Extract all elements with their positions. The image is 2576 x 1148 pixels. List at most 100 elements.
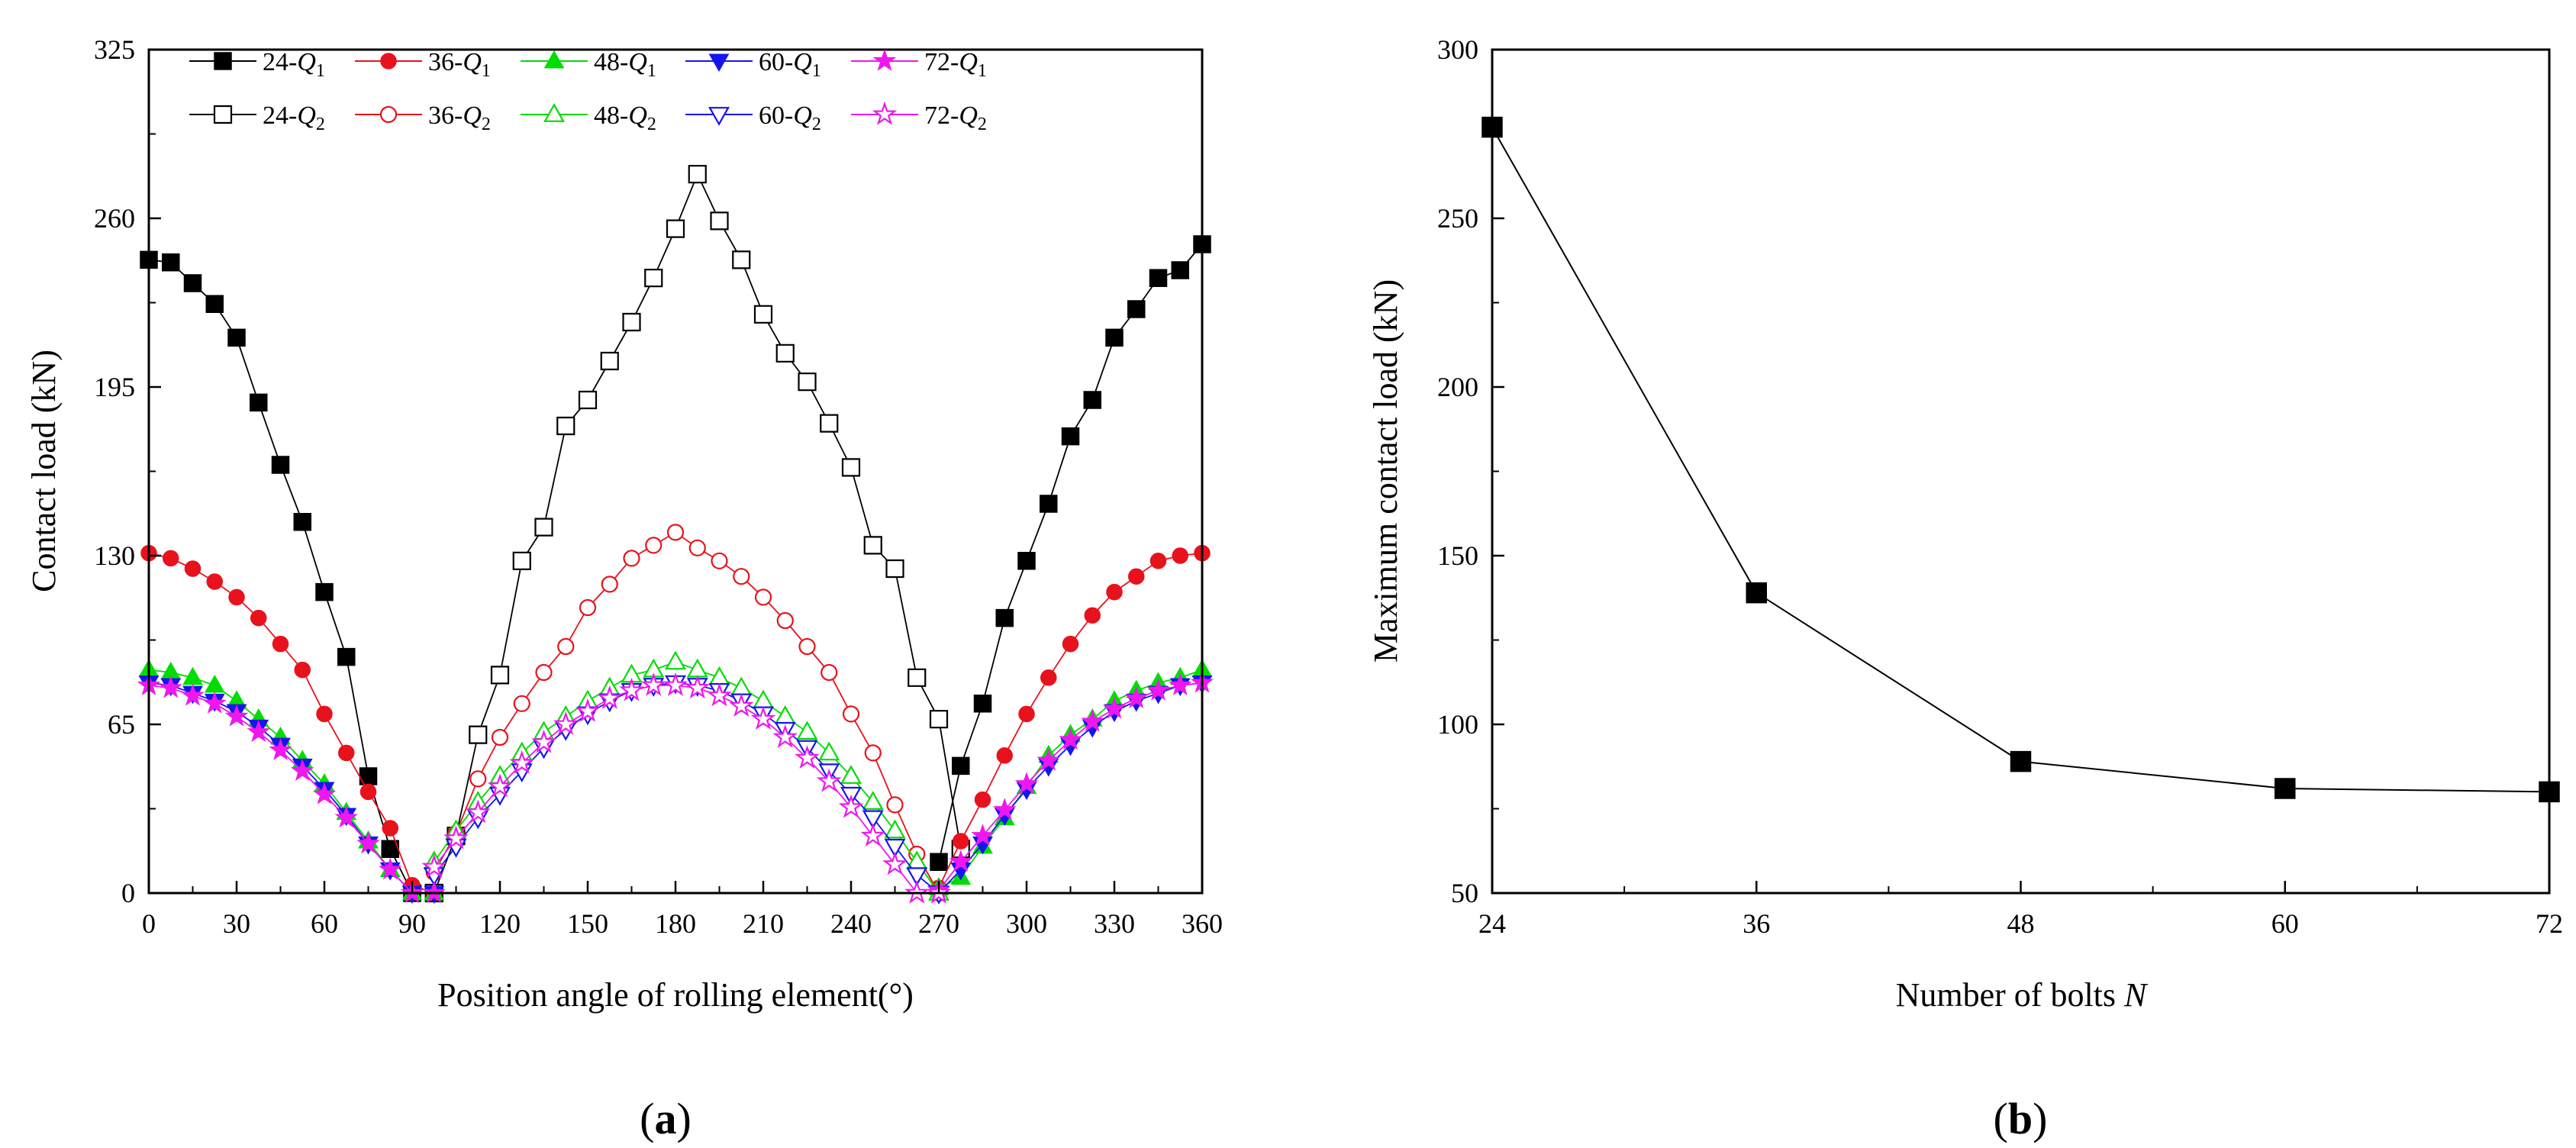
series-48-q2-open: [423, 650, 949, 901]
data-point: [1124, 685, 1149, 708]
data-point: [821, 663, 838, 682]
data-point: [996, 747, 1013, 764]
data-point: [469, 725, 488, 744]
panel-a-y-axis-title: Contact load (kN): [25, 350, 63, 592]
data-point: [269, 737, 292, 760]
data-point: [509, 750, 535, 774]
legend-marker: [380, 53, 397, 69]
data-point: [553, 711, 579, 735]
data-point: [512, 551, 531, 570]
data-point: [1014, 772, 1039, 795]
data-point: [159, 676, 183, 698]
data-point: [995, 608, 1014, 627]
legend-marker: [708, 107, 730, 126]
data-point: [204, 674, 225, 693]
data-point: [862, 791, 884, 810]
panel-b-y-tick-label: 150: [1437, 540, 1478, 571]
data-point: [600, 351, 619, 371]
legend-label: 72-Q1: [924, 48, 987, 81]
panel-b-y-tick-label: 50: [1451, 878, 1478, 908]
data-point: [382, 820, 398, 837]
legend-label: 36-Q2: [428, 102, 491, 134]
panel-a-y-tick-label: 130: [94, 540, 135, 571]
data-point: [1105, 328, 1124, 347]
panel-b-y-tick-label: 200: [1437, 372, 1478, 402]
data-point: [930, 853, 948, 871]
data-point: [710, 211, 729, 231]
data-point: [733, 568, 750, 585]
legend-item: 36-Q2: [355, 102, 491, 134]
data-point: [840, 765, 862, 784]
data-point: [575, 698, 601, 722]
data-point: [775, 343, 795, 363]
panel-a-x-tick-label: 300: [1006, 908, 1047, 939]
legend-marker: [872, 48, 897, 71]
data-point: [338, 744, 355, 762]
data-point: [842, 705, 860, 723]
data-point: [1040, 669, 1057, 686]
data-point: [796, 721, 818, 740]
panel-a-legend: 24-Q1 36-Q1 48-Q1 60-Q1 72-Q1 24-Q2 36-Q2 48-Q2…: [189, 48, 987, 134]
data-point: [953, 833, 969, 850]
data-point: [205, 295, 224, 313]
legend-marker: [543, 103, 565, 122]
legend-item: 60-Q1: [685, 48, 821, 81]
data-point: [250, 393, 268, 412]
data-point: [974, 791, 991, 808]
panel-a-x-tick-label: 30: [223, 908, 250, 939]
panel-a-x-tick-label: 0: [142, 908, 156, 939]
legend-label: 24-Q1: [263, 48, 325, 81]
data-point: [730, 676, 753, 696]
data-point: [1127, 300, 1146, 318]
data-point: [863, 536, 882, 555]
panel-a-y-tick-label: 195: [94, 372, 135, 402]
legend-label: 60-Q2: [759, 102, 821, 134]
data-point: [753, 689, 774, 709]
legend-item: 72-Q2: [851, 101, 987, 134]
data-point: [272, 635, 289, 653]
data-point: [1017, 552, 1036, 570]
data-point: [864, 744, 882, 762]
panel-b-y-tick-label: 300: [1437, 34, 1478, 65]
series-60-q1-filled: [928, 676, 1213, 905]
data-point: [1083, 391, 1101, 409]
panel-a-y-tick-label: 0: [121, 878, 135, 908]
series-line: [1491, 127, 2550, 793]
data-point: [378, 857, 402, 880]
legend-label: 60-Q1: [759, 48, 821, 81]
data-point: [1018, 705, 1035, 723]
data-point: [337, 647, 356, 666]
data-point: [906, 867, 928, 887]
data-point: [732, 250, 751, 269]
data-point: [465, 799, 491, 824]
legend-marker: [379, 105, 398, 124]
data-point: [772, 724, 798, 748]
data-point: [206, 573, 223, 590]
panel-b-x-tick-label: 72: [2536, 908, 2563, 939]
data-point: [666, 219, 685, 238]
data-point: [2010, 750, 2032, 772]
panel-b-x-tick-label: 36: [1743, 908, 1770, 939]
data-point: [860, 823, 886, 847]
legend-marker: [214, 52, 232, 70]
panel-a-x-tick-label: 120: [479, 908, 521, 939]
data-point: [820, 414, 839, 433]
data-point: [1102, 696, 1127, 719]
data-point: [294, 661, 311, 679]
data-point: [841, 458, 861, 477]
data-point: [1037, 748, 1061, 771]
panel-a-ticks: 0 30 60 90 120 150 180 210 240 270 300 330 360 0 65 130…: [94, 34, 1223, 939]
data-point: [688, 539, 706, 556]
data-point: [162, 253, 180, 272]
data-point: [666, 524, 685, 541]
legend-item: 48-Q1: [521, 48, 656, 81]
data-point: [183, 274, 202, 292]
legend-label: 72-Q2: [924, 102, 987, 134]
data-point: [1061, 427, 1080, 446]
data-point: [421, 853, 447, 878]
panel-b-y-tick-label: 100: [1437, 709, 1478, 740]
panel-b-y-axis-title: Maximum contact load (kN): [1367, 279, 1404, 663]
panel-b-x-axis-title: Number of bolts N: [1896, 976, 2149, 1014]
data-point: [711, 552, 728, 569]
